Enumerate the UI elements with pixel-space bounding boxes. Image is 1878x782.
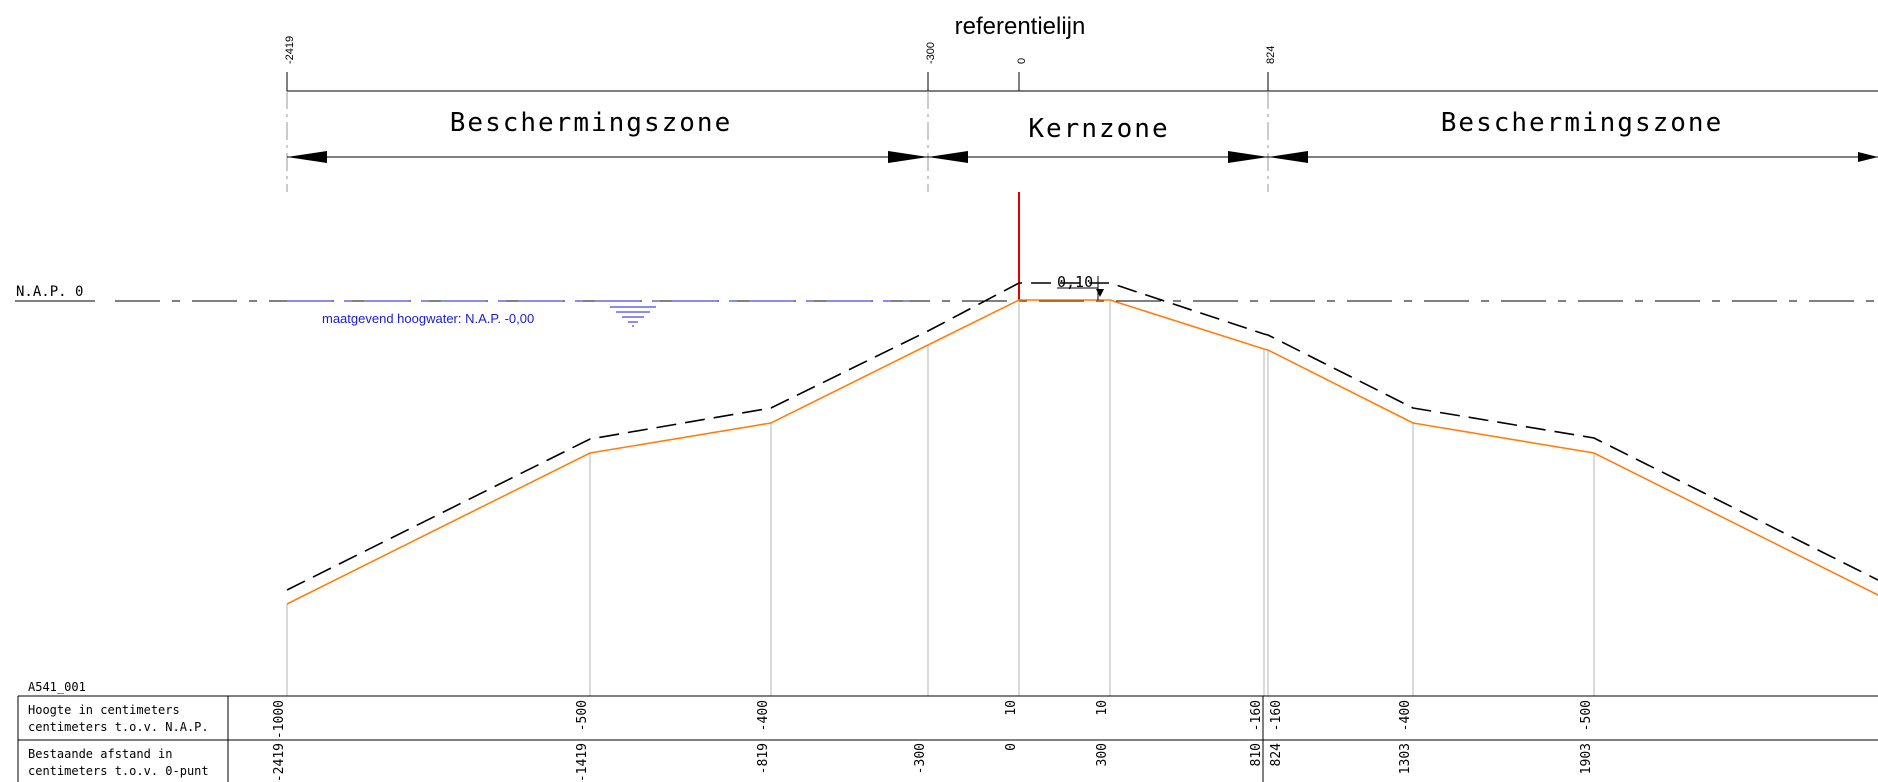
row1-label-line2: centimeters t.o.v. N.A.P.	[28, 720, 209, 734]
afstand-value: 824	[1269, 743, 1284, 767]
hoogte-value: -400	[756, 700, 771, 731]
marker-label-3: 0	[1016, 58, 1028, 64]
zone-label-core: Kernzone	[1028, 114, 1169, 144]
water-level-label: maatgevend hoogwater: N.A.P. -0,00	[322, 311, 534, 326]
hoogte-value: 10	[1095, 700, 1110, 716]
afstand-value: 1303	[1398, 743, 1413, 774]
design-profile-line	[286, 282, 1878, 591]
afstand-value: 810	[1249, 743, 1264, 766]
profile-verticals	[286, 300, 1595, 696]
data-table	[17, 695, 1878, 782]
hoogte-value: 10	[1004, 700, 1019, 716]
hoogte-value: -500	[575, 700, 590, 731]
row1-label-line1: Hoogte in centimeters	[28, 703, 180, 717]
zone-label-right: Beschermingszone	[1441, 108, 1723, 138]
marker-label-4: 824	[1265, 46, 1277, 64]
afstand-value: 0	[1004, 743, 1019, 751]
hoogte-value: -400	[1398, 700, 1413, 731]
afstand-value: 300	[1095, 743, 1110, 766]
dimension-label: 0,10	[1057, 273, 1093, 291]
afstand-value: -1419	[575, 743, 590, 782]
afstand-value: -300	[913, 743, 928, 774]
afstand-value: -2419	[272, 743, 287, 782]
arrowhead-right-1	[888, 151, 928, 163]
afstand-value: -819	[756, 743, 771, 774]
hoogte-value: -1000	[272, 700, 287, 739]
hoogte-value: -500	[1579, 700, 1594, 731]
dimension-arrowhead	[1096, 289, 1104, 297]
nap-label: N.A.P. 0	[16, 284, 83, 300]
hoogte-value: -160	[1249, 700, 1264, 731]
row2-label-line2: centimeters t.o.v. 0-punt	[28, 764, 209, 778]
afstand-value: 1903	[1579, 743, 1594, 774]
existing-profile-line	[286, 299, 1878, 605]
hoogte-value: -160	[1269, 700, 1284, 731]
diagram-title: referentielijn	[955, 13, 1086, 40]
marker-label-2: -300	[925, 42, 937, 64]
marker-label-1: -2419	[284, 36, 296, 64]
row2-label-line1: Bestaande afstand in	[28, 747, 173, 761]
arrowhead-right-3	[1858, 152, 1878, 162]
zone-label-left: Beschermingszone	[450, 108, 732, 138]
arrowhead-left-1	[287, 151, 327, 163]
arrowhead-right-2	[1228, 151, 1268, 163]
arrowhead-left-3	[1268, 151, 1308, 163]
profile-id: A541_001	[28, 680, 86, 694]
water-level-icon	[610, 306, 656, 327]
arrowhead-left-2	[928, 151, 968, 163]
